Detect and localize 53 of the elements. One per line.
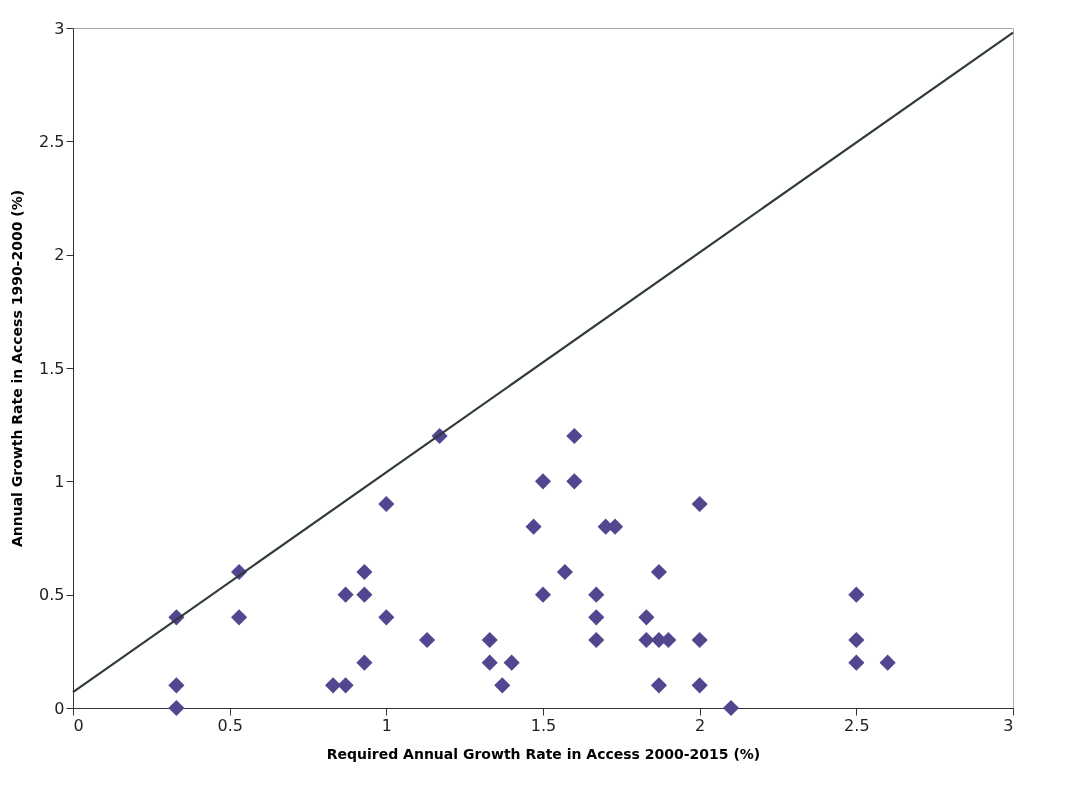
x-tick-label: 0 <box>73 715 84 735</box>
point <box>588 609 605 626</box>
x-tick-label: 3 <box>1003 715 1014 735</box>
point <box>691 495 708 513</box>
y-tick-label: 2 <box>54 245 65 265</box>
point <box>231 609 248 626</box>
point <box>638 609 655 626</box>
x-tick-label: 0.5 <box>217 715 243 735</box>
point <box>481 631 498 649</box>
x-tick-label: 1 <box>381 715 392 735</box>
point <box>419 631 436 649</box>
point <box>525 518 542 535</box>
point <box>337 677 354 694</box>
point <box>638 631 655 649</box>
point <box>325 677 342 694</box>
point <box>848 631 865 649</box>
point <box>168 699 185 717</box>
y-tick-label: 0 <box>54 698 65 718</box>
point <box>879 654 896 671</box>
y-tick-label: 1 <box>54 471 65 491</box>
point <box>356 654 373 671</box>
point <box>503 654 520 671</box>
point <box>588 586 605 603</box>
point <box>168 677 185 694</box>
point <box>848 586 865 603</box>
point <box>848 654 865 671</box>
x-tick-label: 2 <box>695 715 706 735</box>
point <box>337 586 354 603</box>
point <box>378 609 395 626</box>
point <box>722 699 740 717</box>
x-tick-label: 2.5 <box>844 715 870 735</box>
point <box>534 586 552 603</box>
point <box>494 677 511 694</box>
point <box>378 495 395 513</box>
point <box>650 677 667 694</box>
point <box>481 654 498 671</box>
point <box>691 677 708 694</box>
y-tick-label: 2.5 <box>39 131 65 151</box>
point <box>566 473 583 490</box>
y-tick-label: 1.5 <box>39 358 65 378</box>
y-axis-title: Annual Growth Rate in Access 1990-2000 (%) <box>9 189 26 548</box>
y-tick-label: 3 <box>54 18 65 38</box>
point <box>534 473 552 490</box>
y-tick-label: 0.5 <box>39 585 65 605</box>
point <box>691 631 708 649</box>
point <box>356 563 373 581</box>
point <box>588 631 605 649</box>
x-axis-title: Required Annual Growth Rate in Access 2000-2015 (%) <box>326 745 761 762</box>
point <box>556 563 573 581</box>
point <box>650 563 667 581</box>
point <box>566 427 583 445</box>
x-tick-label: 1.5 <box>530 715 557 735</box>
point <box>356 586 373 603</box>
